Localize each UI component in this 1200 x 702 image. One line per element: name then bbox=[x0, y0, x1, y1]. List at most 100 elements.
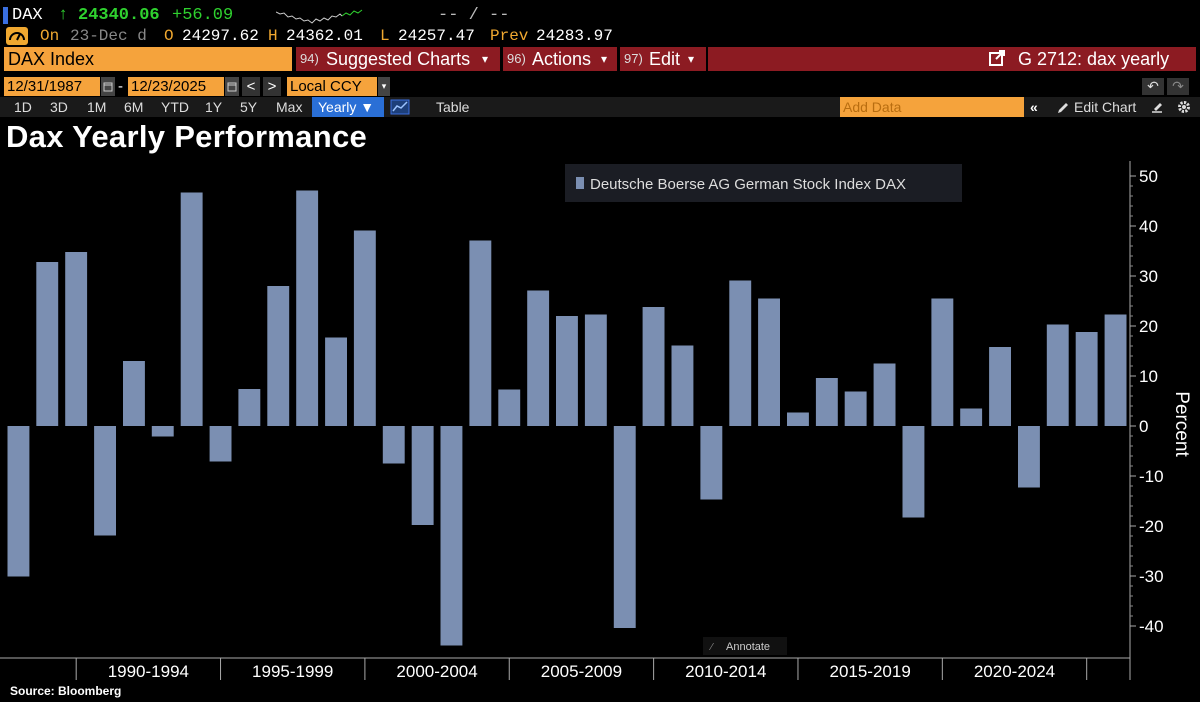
x-ticks-group: 1990-1994 1995-1999 2000-2004 2005-2009 2010… bbox=[75, 658, 1088, 680]
bar-2024 bbox=[1075, 332, 1098, 426]
x-tick-label: 1995-1999 bbox=[252, 662, 333, 680]
bar-2013 bbox=[758, 298, 780, 426]
chevron-down-icon: ▾ bbox=[688, 52, 695, 66]
low-label: L bbox=[380, 27, 390, 45]
edit-chart-button[interactable]: Edit Chart bbox=[1074, 99, 1137, 115]
date-separator: - bbox=[118, 78, 123, 95]
bar-2014 bbox=[787, 412, 809, 426]
last-price: 24340.06 bbox=[78, 6, 160, 25]
suggested-charts-menu[interactable]: 94) Suggested Charts ▾ bbox=[296, 47, 500, 71]
y-ticks-group: 50 40 30 20 10 0 -10 -20 -30 -40 bbox=[1130, 167, 1164, 636]
end-date-input[interactable]: 12/23/2025 bbox=[128, 77, 224, 96]
chart-name-bar: G 2712: dax yearly bbox=[708, 47, 1196, 71]
x-tick-label: 2000-2004 bbox=[396, 662, 477, 680]
edit-settings-icon[interactable] bbox=[1150, 100, 1166, 120]
bar-1987 bbox=[7, 426, 30, 577]
x-tick-label: 2020-2024 bbox=[974, 662, 1055, 680]
bar-1998 bbox=[325, 337, 347, 426]
bar-2012 bbox=[729, 280, 752, 426]
calendar-icon[interactable] bbox=[101, 77, 115, 96]
edit-label: Edit bbox=[649, 49, 681, 69]
bar-1990 bbox=[94, 426, 116, 536]
quote-date: 23-Dec d bbox=[70, 27, 147, 45]
currency-select[interactable]: Local CCY bbox=[287, 77, 377, 96]
table-button[interactable]: Table bbox=[436, 99, 470, 115]
period-ytd-button[interactable]: YTD bbox=[161, 99, 189, 115]
bar-2017 bbox=[873, 363, 896, 426]
bar-1995 bbox=[238, 389, 261, 426]
actions-menu[interactable]: 96) Actions ▾ bbox=[503, 47, 617, 71]
suggested-charts-number: 94) bbox=[300, 51, 319, 66]
bar-1999 bbox=[353, 230, 376, 426]
bar-1988 bbox=[36, 262, 59, 426]
period-bar: 1D 3D 1M 6M YTD 1Y 5Y Max Yearly ▼ Table… bbox=[0, 97, 1200, 117]
bar-1994 bbox=[209, 426, 232, 462]
next-period-button[interactable]: > bbox=[263, 77, 281, 96]
bar-2007 bbox=[584, 314, 607, 426]
up-arrow-icon: ↑ bbox=[58, 6, 69, 25]
calendar-icon[interactable] bbox=[225, 77, 239, 96]
bar-2019 bbox=[931, 298, 954, 426]
speedometer-icon[interactable] bbox=[6, 27, 28, 45]
ticker[interactable]: DAX bbox=[12, 6, 43, 25]
annotate-button[interactable]: ⁄ Annotate bbox=[703, 637, 787, 655]
bar-2010 bbox=[671, 345, 694, 426]
period-3d-button[interactable]: 3D bbox=[50, 99, 68, 115]
legend: Deutsche Boerse AG German Stock Index DA… bbox=[565, 164, 962, 202]
bar-2021 bbox=[989, 347, 1011, 426]
bars-group bbox=[7, 190, 1127, 646]
redo-icon[interactable]: ↷ bbox=[1167, 78, 1189, 95]
source-note: Source: Bloomberg bbox=[10, 684, 122, 698]
quote-bar: DAX ↑ 24340.06 +56.09 -- / -- bbox=[0, 4, 1200, 26]
date-range-bar: 12/31/1987 - 12/23/2025 < > Local CCY ▾ bbox=[0, 77, 1200, 97]
bid-ask: -- / -- bbox=[438, 6, 510, 25]
intraday-sparkline bbox=[276, 9, 363, 24]
menu-bar: DAX Index 94) Suggested Charts ▾ 96) Act… bbox=[0, 47, 1200, 71]
y-tick-label: 30 bbox=[1139, 267, 1158, 286]
edit-number: 97) bbox=[624, 51, 643, 66]
y-tick-label: 50 bbox=[1139, 167, 1158, 186]
bar-2023 bbox=[1046, 324, 1069, 426]
bar-2001 bbox=[411, 426, 434, 525]
period-1m-button[interactable]: 1M bbox=[87, 99, 107, 115]
frequency-dropdown[interactable]: Yearly ▼ bbox=[312, 97, 384, 117]
x-tick-label: 1990-1994 bbox=[108, 662, 189, 680]
suggested-charts-label: Suggested Charts bbox=[326, 49, 471, 69]
on-label: On bbox=[40, 27, 60, 45]
legend-label: Deutsche Boerse AG German Stock Index DA… bbox=[590, 176, 906, 193]
bar-2006 bbox=[556, 316, 578, 426]
previous-period-button[interactable]: < bbox=[242, 77, 260, 96]
bar-2025 bbox=[1104, 314, 1127, 426]
bar-2018 bbox=[902, 426, 925, 518]
gear-icon[interactable] bbox=[1176, 99, 1192, 119]
chevron-down-icon: ▾ bbox=[482, 52, 489, 66]
ohlc-bar: On 23-Dec d O 24297.62 H 24362.01 L 2425… bbox=[0, 26, 1200, 46]
y-tick-label: -30 bbox=[1139, 567, 1164, 586]
legend-swatch bbox=[576, 177, 584, 189]
period-max-button[interactable]: Max bbox=[276, 99, 303, 115]
actions-number: 96) bbox=[507, 51, 526, 66]
line-chart-icon[interactable] bbox=[390, 99, 410, 119]
edit-menu[interactable]: 97) Edit ▾ bbox=[620, 47, 706, 71]
period-1d-button[interactable]: 1D bbox=[14, 99, 32, 115]
annotate-label: Annotate bbox=[726, 641, 770, 653]
bar-1991 bbox=[123, 361, 145, 426]
start-date-input[interactable]: 12/31/1987 bbox=[4, 77, 100, 96]
open-external-icon[interactable] bbox=[988, 49, 1006, 73]
security-field[interactable]: DAX Index bbox=[4, 47, 292, 71]
y-tick-label: -10 bbox=[1139, 467, 1164, 486]
net-change: +56.09 bbox=[172, 6, 234, 25]
add-data-input[interactable]: Add Data bbox=[840, 97, 1024, 117]
undo-icon[interactable]: ↶ bbox=[1142, 78, 1164, 95]
pencil-icon[interactable] bbox=[1056, 100, 1070, 120]
x-tick-label: 2015-2019 bbox=[829, 662, 910, 680]
collapse-panel-icon[interactable]: « bbox=[1030, 99, 1038, 115]
chart-title: Dax Yearly Performance bbox=[6, 119, 368, 154]
period-5y-button[interactable]: 5Y bbox=[240, 99, 258, 115]
period-6m-button[interactable]: 6M bbox=[124, 99, 144, 115]
prev-label: Prev bbox=[490, 27, 529, 45]
chevron-down-icon[interactable]: ▾ bbox=[378, 77, 390, 96]
period-1y-button[interactable]: 1Y bbox=[205, 99, 223, 115]
bar-1993 bbox=[180, 192, 203, 426]
high-label: H bbox=[268, 27, 278, 45]
